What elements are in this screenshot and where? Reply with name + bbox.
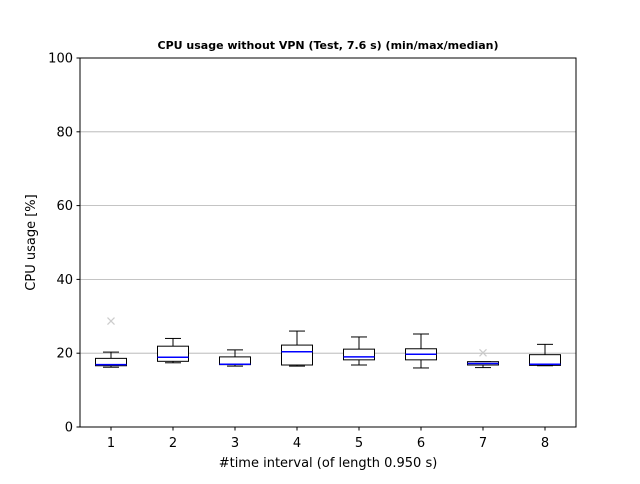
box-iqr <box>529 354 561 366</box>
x-tick-label: 6 <box>417 436 425 451</box>
box-group <box>467 348 499 369</box>
grid-layer <box>80 131 576 354</box>
box-iqr <box>95 357 127 367</box>
plot-frame <box>79 57 577 428</box>
x-tick-label: 3 <box>231 436 239 451</box>
box-layer <box>95 317 561 369</box>
box-group <box>529 343 561 367</box>
chart-title: CPU usage without VPN (Test, 7.6 s) (min… <box>158 39 499 52</box>
box-group <box>405 333 437 369</box>
y-tick-label: 80 <box>56 125 73 140</box>
outlier-marker <box>479 348 487 357</box>
y-tick-label: 100 <box>48 52 73 67</box>
outlier-stroke <box>479 348 487 357</box>
outlier-stroke <box>107 317 115 326</box>
x-tick-label: 8 <box>541 436 549 451</box>
box-group <box>281 330 313 367</box>
box-iqr <box>281 344 313 366</box>
x-axis-label: #time interval (of length 0.950 s) <box>219 456 438 471</box>
y-tick-label: 60 <box>56 199 73 214</box>
tick-layer: 0 20 40 60 80 100 1 2 3 4 5 6 7 8 <box>48 52 549 452</box>
x-tick-label: 1 <box>107 436 115 451</box>
box-iqr <box>219 356 251 366</box>
y-tick-label: 20 <box>56 347 73 362</box>
box-iqr <box>343 348 375 361</box>
outlier-marker <box>107 317 115 326</box>
box-group <box>95 317 127 368</box>
y-tick-label: 40 <box>56 273 73 288</box>
box-group <box>343 336 375 366</box>
box-group <box>219 349 251 367</box>
box-group <box>157 337 189 364</box>
x-tick-label: 5 <box>355 436 363 451</box>
x-tick-label: 2 <box>169 436 177 451</box>
x-tick-label: 7 <box>479 436 487 451</box>
y-tick-label: 0 <box>65 421 73 436</box>
y-axis-label: CPU usage [%] <box>24 194 39 290</box>
x-tick-label: 4 <box>293 436 301 451</box>
box-iqr <box>157 345 189 362</box>
